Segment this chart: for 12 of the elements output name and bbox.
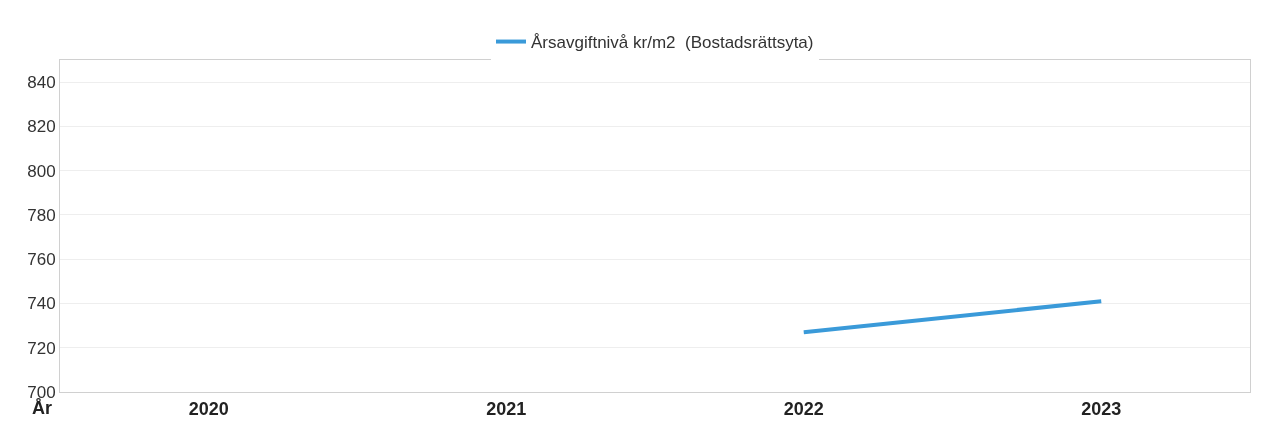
x-tick-label: 2021 [486, 398, 527, 419]
y-tick-label: 820 [27, 117, 56, 137]
x-tick-label: 2022 [783, 398, 824, 419]
y-tick-label: 780 [27, 205, 56, 225]
x-tick-label: 2023 [1081, 398, 1122, 419]
y-tick-label: 800 [27, 161, 56, 181]
y-tick-label: 740 [27, 294, 56, 314]
legend-label: Årsavgiftnivå kr/m2 (Bostadsrättsyta) [531, 33, 814, 53]
x-tick-label: 2020 [188, 398, 229, 419]
y-tick-label: 840 [27, 73, 56, 93]
y-tick-label: 760 [27, 250, 56, 270]
y-tick-label: 720 [27, 338, 56, 358]
